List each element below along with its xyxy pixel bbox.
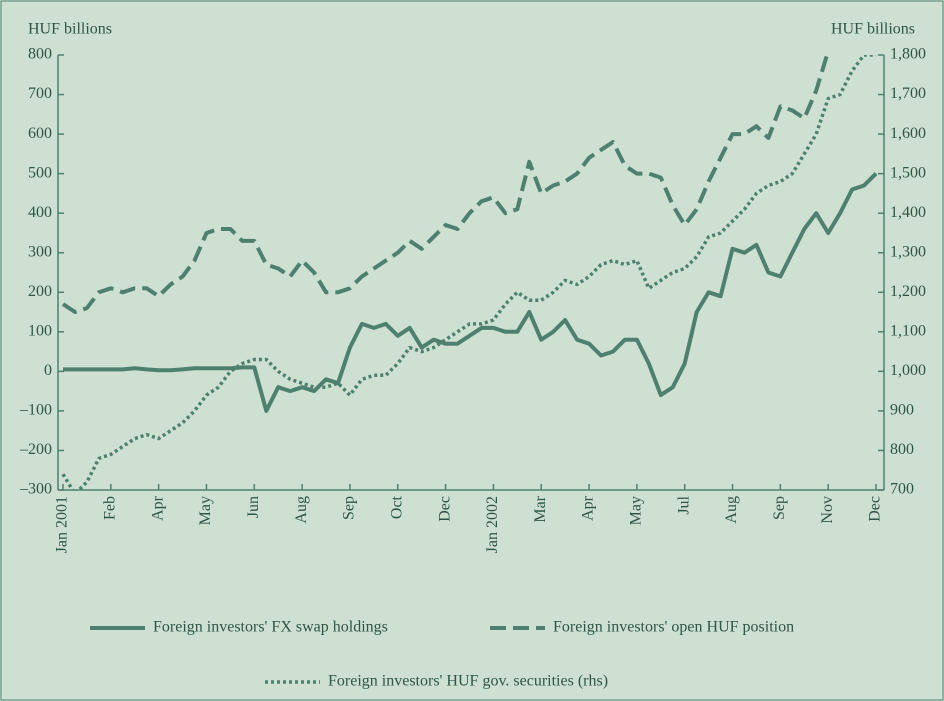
x-tick-label: Jun (245, 496, 262, 518)
y-tick-label: –200 (19, 441, 52, 458)
y-tick-label: 0 (44, 362, 52, 379)
y2-tick-label: 1,600 (890, 125, 926, 142)
y2-tick-label: 1,300 (890, 243, 926, 260)
y2-tick-label: 1,100 (890, 322, 926, 339)
y2-tick-label: 800 (890, 441, 914, 458)
y-tick-label: 400 (28, 204, 52, 221)
y2-tick-label: 1,800 (890, 46, 926, 63)
y-tick-label: –100 (19, 402, 52, 419)
y-tick-label: 200 (28, 283, 52, 300)
x-tick-label: Jan 2002 (484, 496, 501, 553)
x-tick-label: Sep (341, 496, 358, 520)
y-tick-label: 300 (28, 243, 52, 260)
y-tick-label: 500 (28, 164, 52, 181)
x-tick-label: Dec (867, 496, 884, 522)
legend-label: Foreign investors' HUF gov. securities (… (328, 673, 608, 690)
series-line (61, 55, 830, 314)
x-tick-label: Nov (819, 496, 836, 524)
y-tick-label: 600 (28, 125, 52, 142)
x-tick-label: Jul (675, 495, 692, 514)
x-tick-label: Apr (580, 495, 597, 521)
y-tick-label: –300 (19, 481, 52, 498)
x-tick-label: Mar (532, 495, 549, 522)
x-tick-label: Oct (388, 495, 405, 519)
y-tick-label: 100 (28, 322, 52, 339)
x-tick-label: May (628, 496, 645, 525)
x-tick-label: Dec (436, 496, 453, 522)
legend-label: Foreign investors' open HUF position (553, 619, 794, 636)
x-tick-label: Aug (723, 496, 740, 524)
y2-tick-label: 1,700 (890, 85, 926, 102)
y2-axis-title: HUF billions (831, 21, 915, 38)
y2-tick-label: 700 (890, 481, 914, 498)
y2-tick-label: 1,400 (890, 204, 926, 221)
y-tick-label: 800 (28, 46, 52, 63)
plot-area (61, 55, 878, 490)
x-tick-label: May (197, 496, 214, 525)
y-axis-title: HUF billions (28, 21, 112, 38)
x-tick-label: Feb (101, 496, 118, 520)
x-tick-label: Sep (771, 496, 788, 520)
y2-tick-label: 900 (890, 402, 914, 419)
y-tick-label: 700 (28, 85, 52, 102)
x-tick-label: Apr (149, 495, 166, 521)
series-line (63, 172, 878, 413)
y2-tick-label: 1,500 (890, 164, 926, 181)
x-tick-label: Jan 2001 (54, 496, 71, 553)
series-line (61, 55, 876, 490)
y2-tick-label: 1,000 (890, 362, 926, 379)
y2-tick-label: 1,200 (890, 283, 926, 300)
x-tick-label: Aug (293, 496, 310, 524)
legend-label: Foreign investors' FX swap holdings (153, 619, 388, 636)
